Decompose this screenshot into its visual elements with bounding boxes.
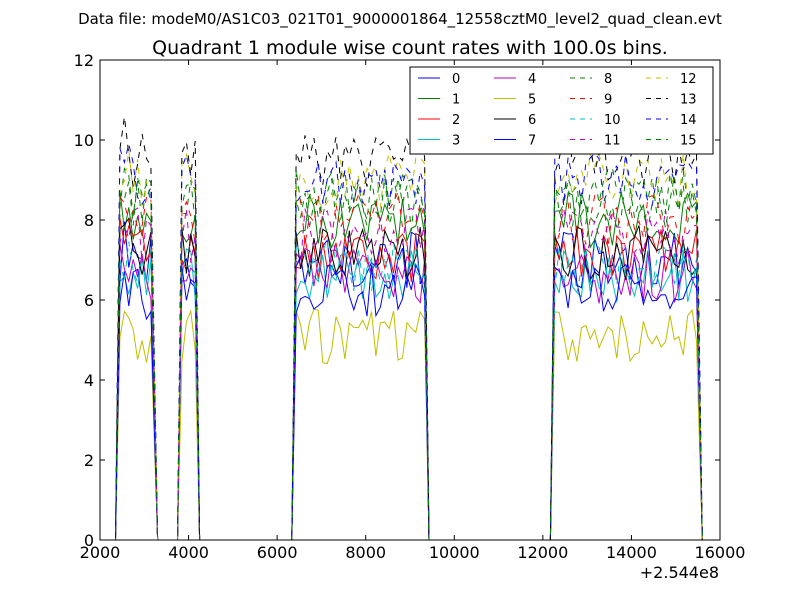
legend-label-5: 5 bbox=[528, 93, 536, 108]
series-line-11 bbox=[114, 207, 703, 541]
series-line-10 bbox=[114, 238, 703, 541]
plot-lines bbox=[114, 116, 703, 541]
y-tick-label: 2 bbox=[84, 451, 94, 470]
legend-label-6: 6 bbox=[528, 113, 536, 128]
x-offset-label: +2.544e8 bbox=[640, 563, 719, 582]
y-tick-label: 8 bbox=[84, 211, 94, 230]
legend-label-8: 8 bbox=[604, 72, 612, 87]
y-tick-label: 6 bbox=[84, 291, 94, 310]
legend-label-2: 2 bbox=[452, 113, 460, 128]
y-tick-label: 10 bbox=[74, 131, 94, 150]
y-tick-label: 12 bbox=[74, 51, 94, 70]
series-line-0 bbox=[114, 221, 703, 541]
x-tick-label: 12000 bbox=[517, 543, 568, 562]
legend-label-12: 12 bbox=[680, 72, 697, 87]
y-tick-label: 0 bbox=[84, 531, 94, 550]
series-line-1 bbox=[114, 190, 703, 541]
chart-title: Quadrant 1 module wise count rates with … bbox=[152, 37, 668, 59]
legend-label-4: 4 bbox=[528, 72, 536, 87]
x-tick-label: 6000 bbox=[257, 543, 298, 562]
x-tick-label: 2000 bbox=[80, 543, 121, 562]
series-line-6 bbox=[114, 217, 703, 541]
series-line-12 bbox=[114, 150, 703, 541]
legend-box bbox=[409, 66, 714, 155]
x-tick-label: 14000 bbox=[606, 543, 657, 562]
legend-label-3: 3 bbox=[452, 134, 460, 149]
legend-label-7: 7 bbox=[528, 134, 536, 149]
x-tick-label: 10000 bbox=[429, 543, 480, 562]
axis-ticks: 2000 4000 6000 8000 10000 12000 14000 16000 0 2 4 6… bbox=[74, 51, 746, 562]
y-tick-label: 4 bbox=[84, 371, 94, 390]
series-line-3 bbox=[114, 248, 703, 541]
series-line-9 bbox=[114, 190, 703, 541]
legend-label-13: 13 bbox=[680, 93, 697, 108]
legend-label-15: 15 bbox=[680, 134, 697, 149]
series-line-4 bbox=[114, 243, 703, 541]
series-line-7 bbox=[114, 262, 703, 541]
x-tick-label: 4000 bbox=[168, 543, 209, 562]
series-line-5 bbox=[114, 308, 703, 541]
legend-label-11: 11 bbox=[604, 134, 621, 149]
x-tick-label: 8000 bbox=[345, 543, 386, 562]
series-line-8 bbox=[114, 167, 703, 541]
data-file-label: Data file: modeM0/AS1C03_021T01_90000018… bbox=[78, 10, 722, 29]
legend-label-10: 10 bbox=[604, 113, 621, 128]
series-line-14 bbox=[114, 143, 703, 541]
legend-label-14: 14 bbox=[680, 113, 697, 128]
legend-label-9: 9 bbox=[604, 93, 612, 108]
x-tick-label: 16000 bbox=[695, 543, 746, 562]
legend-label-0: 0 bbox=[452, 72, 460, 87]
legend-label-1: 1 bbox=[452, 93, 460, 108]
